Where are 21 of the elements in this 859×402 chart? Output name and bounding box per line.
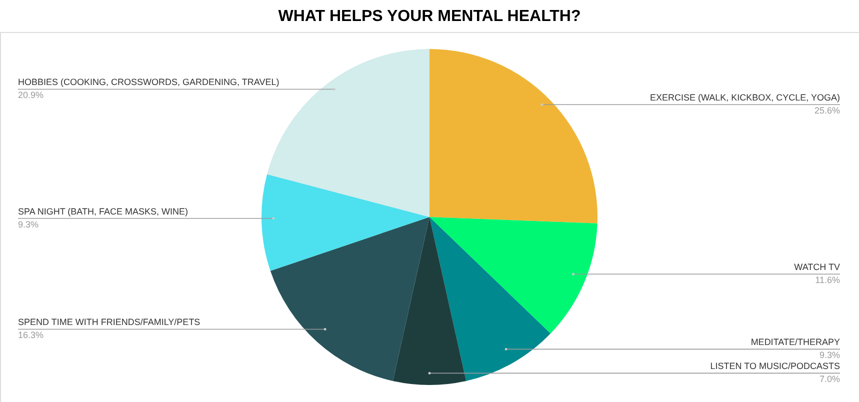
slice-label: LISTEN TO MUSIC/PODCASTS	[710, 361, 840, 372]
data-label: 9.3%	[18, 219, 39, 230]
data-label: 16.3%	[18, 330, 44, 340]
slice-label: HOBBIES (COOKING, CROSSWORDS, GARDENING, TRAVEL)	[18, 77, 280, 88]
pie-slice	[430, 217, 551, 381]
data-label: 20.9%	[18, 90, 44, 100]
data-label: 25.6%	[814, 106, 840, 116]
pie-slice	[270, 217, 430, 381]
pie-slice	[430, 217, 598, 334]
data-label: 9.3%	[819, 350, 840, 360]
slice-label: SPEND TIME WITH FRIENDS/FAMILY/PETS	[18, 317, 200, 328]
pie-slice	[262, 174, 430, 271]
slice-label: MEDITATE/THERAPY	[750, 337, 840, 348]
data-label: 11.6%	[815, 275, 840, 286]
slice-label: SPA NIGHT (BATH, FACE MASKS, WINE)	[18, 206, 188, 216]
pie-slice	[430, 49, 598, 224]
data-label: 7.0%	[819, 374, 840, 384]
slice-label: EXERCISE (WALK, KICKBOX, CYCLE, YOGA)	[650, 92, 840, 103]
pie-slice	[392, 217, 466, 385]
chart-title: WHAT HELPS YOUR MENTAL HEALTH?	[278, 8, 581, 25]
slice-label: WATCH TV	[794, 262, 840, 272]
